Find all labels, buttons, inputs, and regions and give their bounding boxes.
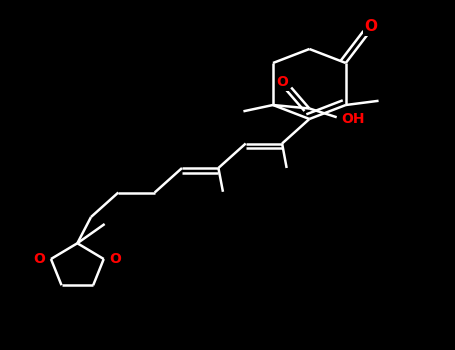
Text: O: O bbox=[276, 75, 288, 89]
Text: O: O bbox=[364, 20, 377, 34]
Text: O: O bbox=[34, 252, 46, 266]
Text: O: O bbox=[109, 252, 121, 266]
Text: OH: OH bbox=[341, 112, 364, 126]
